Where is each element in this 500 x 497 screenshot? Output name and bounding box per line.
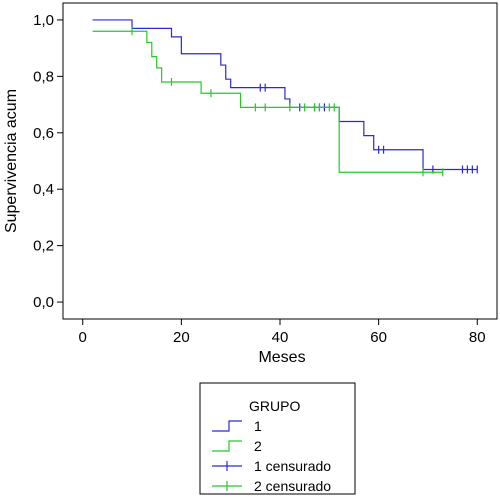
y-tick-label: 0,6 bbox=[33, 125, 54, 142]
plot-layer bbox=[92, 19, 478, 177]
legend-entry-label: 1 bbox=[254, 418, 262, 434]
x-tick-label: 0 bbox=[79, 329, 87, 346]
x-tick-label: 20 bbox=[173, 329, 190, 346]
x-tick-label: 60 bbox=[370, 329, 387, 346]
x-axis-ticks: 0 20 40 60 80 bbox=[79, 319, 486, 346]
plot-frame bbox=[62, 2, 498, 320]
y-tick-label: 0,8 bbox=[33, 68, 54, 85]
y-tick-label: 0,0 bbox=[33, 294, 54, 311]
y-axis-ticks: 0,0 0,2 0,4 0,6 0,8 1,0 bbox=[33, 12, 63, 311]
y-tick-label: 1,0 bbox=[33, 12, 54, 29]
x-tick-label: 80 bbox=[469, 329, 486, 346]
legend-box bbox=[199, 382, 356, 495]
y-tick-label: 0,2 bbox=[33, 238, 54, 255]
x-tick-label: 40 bbox=[272, 329, 289, 346]
legend-items: 1 2 1 censurado 2 censurado bbox=[212, 418, 331, 494]
series-2-step-line bbox=[92, 30, 443, 173]
legend-step-symbol bbox=[212, 420, 242, 432]
legend: GRUPO 1 2 1 censurado 2 censurado bbox=[199, 382, 356, 495]
y-axis-title: Supervivencia acum bbox=[3, 89, 20, 233]
y-tick-label: 0,4 bbox=[33, 181, 54, 198]
legend-title: GRUPO bbox=[249, 398, 300, 414]
legend-step-symbol bbox=[212, 440, 242, 452]
series-1-step-line bbox=[92, 19, 478, 171]
legend-entry-label: 1 censurado bbox=[254, 458, 331, 474]
legend-entry-label: 2 censurado bbox=[254, 478, 331, 494]
x-axis-title: Meses bbox=[258, 349, 305, 366]
legend-entry-label: 2 bbox=[254, 438, 262, 454]
